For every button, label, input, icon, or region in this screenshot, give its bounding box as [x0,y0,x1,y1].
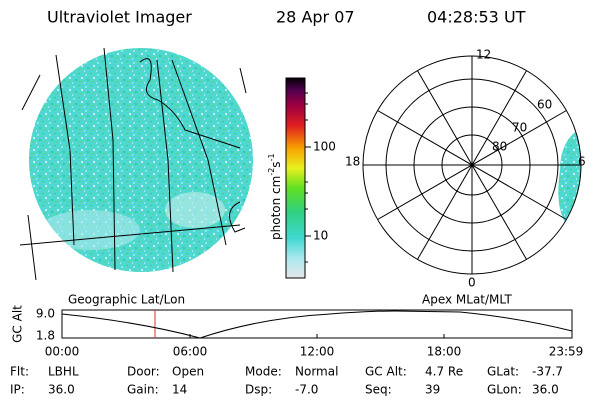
info-value: 39 [425,383,440,397]
info-value: Open [172,365,204,379]
info-label: Seq: [365,383,392,397]
hour-label: 12 [476,48,491,62]
hour-label: 0 [468,276,476,290]
label-part: photon cm [269,176,283,240]
hour-label: 18 [345,155,360,169]
x-tick-label: 12:00 [300,345,335,359]
title: Ultraviolet Imager [47,8,192,27]
x-tick-label: 18:00 [427,345,462,359]
label-part: s [269,161,283,167]
info-value: 14 [172,383,187,397]
info-label: GC Alt: [365,365,407,379]
label-sup: -2 [267,168,276,176]
geographic-image [19,47,253,281]
time: 04:28:53 UT [427,8,526,27]
label-sup: -1 [267,153,276,161]
info-label: IP: [10,383,25,397]
info-value: -37.7 [532,365,563,379]
info-label: Dsp: [245,383,272,397]
colorbar-label: photon cm-2s-1 [267,153,283,240]
x-tick-label: 00:00 [45,345,80,359]
colorbar: 100 10 photon cm-2s-1 [267,77,336,279]
info-value: 36.0 [532,383,559,397]
y-tick-label: 9.0 [36,307,55,321]
info-value: 36.0 [48,383,75,397]
x-tick-label: 06:00 [173,345,208,359]
info-label: GLon: [487,383,522,397]
lat-label: 60 [537,98,552,112]
y-label: GC Alt [11,305,25,343]
altitude-plot: GC Alt 9.0 1.8 00:00 06:00 12:00 18:00 2… [11,305,584,359]
y-tick-label: 1.8 [36,329,55,343]
colorbar-tick: 100 [313,140,336,154]
lat-label: 80 [492,140,507,154]
info-label: Gain: [127,383,159,397]
info-value: -7.0 [295,383,318,397]
info-label: Flt: [10,365,29,379]
date: 28 Apr 07 [276,8,355,27]
colorbar-tick: 10 [313,229,328,243]
lat-label: 70 [512,121,527,135]
hour-label: 6 [578,155,586,169]
caption: Geographic Lat/Lon [68,293,185,307]
info-value: Normal [295,365,338,379]
info-value: 4.7 Re [425,365,463,379]
info-value: LBHL [48,365,79,379]
info-label: Mode: [245,365,282,379]
info-panel: Flt: LBHL Door: Open Mode: Normal GC Alt: 4.7 R… [10,365,563,397]
polar-plot: 12 18 6 0 60 70 80 [345,48,586,290]
caption: Apex MLat/MLT [422,293,512,307]
x-tick-label: 23:59 [549,345,584,359]
info-label: Door: [127,365,160,379]
info-label: GLat: [487,365,519,379]
